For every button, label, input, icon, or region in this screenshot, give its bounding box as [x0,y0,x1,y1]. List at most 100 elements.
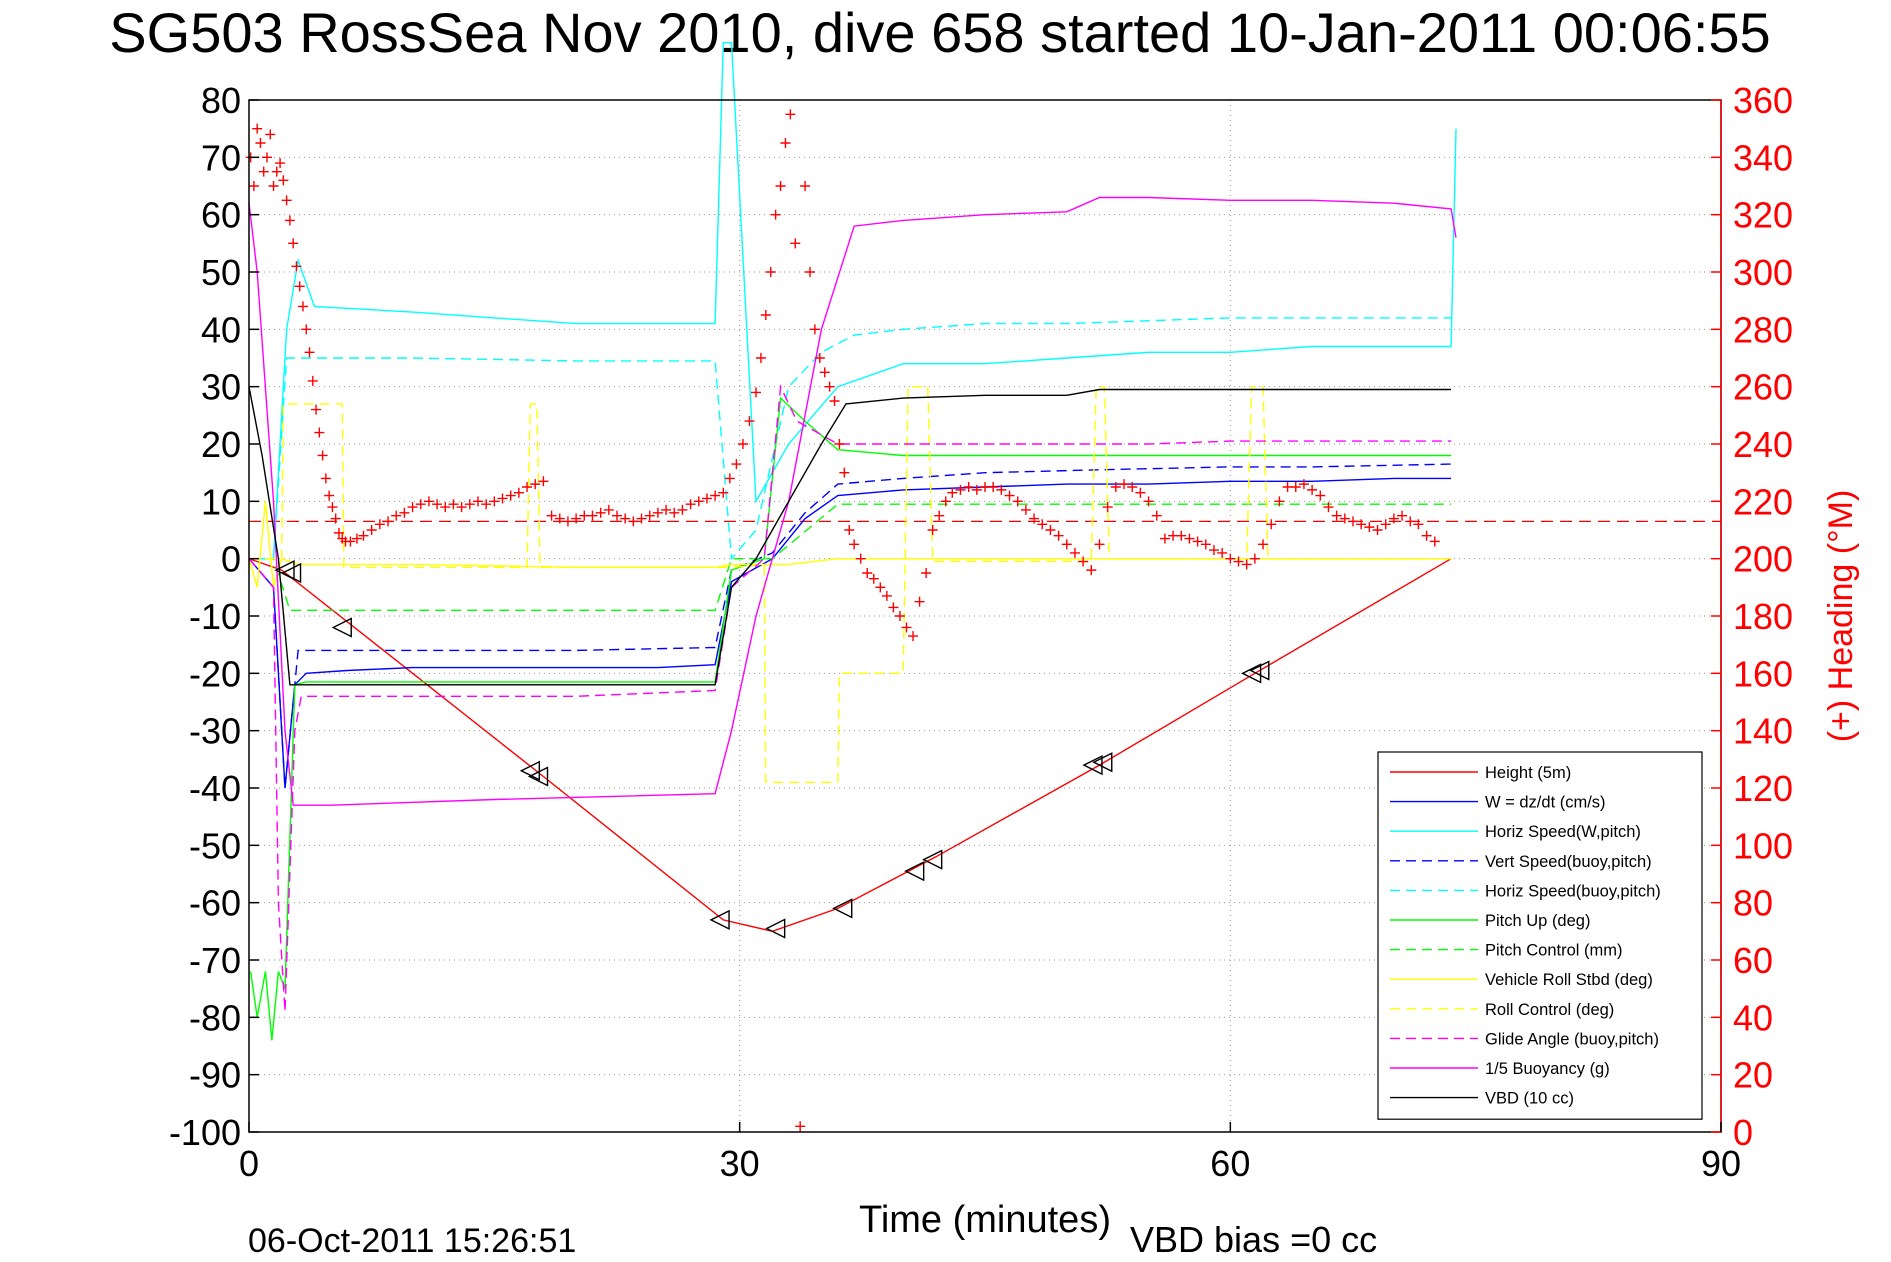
heading-point [1421,530,1432,541]
right-tick-label: 60 [1733,940,1773,981]
heading-point [399,507,410,518]
heading-point [1143,496,1154,507]
right-tick-label: 260 [1733,367,1793,408]
heading-point [603,504,614,515]
left-tick-label: -10 [189,596,241,637]
heading-point [1307,484,1318,495]
heading-point [304,347,315,358]
heading-point [366,525,377,535]
triangle-marker [765,918,786,939]
heading-point [1004,490,1015,501]
heading-point [829,396,840,406]
series-line-11 [248,386,1452,686]
x-tick-label: 0 [239,1143,259,1184]
heading-point [275,158,286,169]
series-line-3 [248,463,1452,789]
heading-point [1012,496,1023,507]
heading-markers-layer [246,109,1440,1132]
legend-box [1377,751,1703,1120]
heading-point [265,129,276,140]
right-tick-label: 80 [1733,883,1773,924]
heading-point [456,502,467,513]
heading-point [1323,502,1334,513]
heading-point [1159,533,1170,544]
heading-point [546,510,557,521]
heading-point [644,510,655,521]
heading-point [391,510,402,521]
triangle-marker [331,617,352,638]
heading-point [489,496,500,507]
triangle-marker [832,898,853,919]
heading-point [1192,536,1203,547]
heading-point [790,238,801,249]
x-axis-ticks: 0 30 60 90 [239,1122,1741,1184]
heading-point [963,482,974,492]
right-tick-label: 160 [1733,653,1793,694]
left-tick-label: 70 [201,137,241,178]
heading-point [669,507,680,518]
heading-point [1020,504,1031,515]
heading-point [1225,553,1236,564]
heading-point [571,513,582,524]
left-tick-label: -50 [189,825,241,866]
right-tick-label: 180 [1733,596,1793,637]
heading-point [497,493,508,504]
heading-point [278,175,289,186]
heading-point [955,484,966,495]
heading-point [271,166,282,177]
heading-point [407,502,418,513]
heading-point [1200,539,1211,550]
heading-point [595,507,606,518]
left-tick-label: 10 [201,481,241,522]
heading-point [301,324,312,335]
heading-point [1053,530,1064,541]
heading-point [307,375,318,386]
heading-point [481,499,492,510]
left-tick-label: -90 [189,1055,241,1096]
heading-point [744,416,755,427]
heading-point [383,516,394,527]
heading-point [562,516,573,527]
heading-point [775,181,786,191]
heading-point [921,568,932,578]
heading-point [661,504,672,515]
triangle-markers-layer [274,560,1270,939]
heading-point [1356,519,1367,530]
heading-point [849,539,860,550]
heading-point [718,487,729,498]
heading-point [330,513,341,524]
left-tick-label: -40 [189,768,241,809]
heading-point [1364,522,1375,533]
heading-point [281,195,292,206]
heading-point [1217,547,1228,558]
heading-point [1069,547,1080,558]
legend: Height (5m) W = dz/dt (cm/s) Horiz Speed(W… [1377,751,1703,1120]
x-axis-label: Time (minutes) [859,1199,1111,1241]
heading-point [1339,513,1350,524]
heading-point [1086,565,1097,576]
heading-point [1029,513,1040,524]
right-tick-label: 340 [1733,137,1793,178]
heading-point [538,476,549,487]
left-tick-label: 30 [201,367,241,408]
triangle-marker [519,760,541,781]
heading-point [1274,496,1285,507]
heading-point [1119,479,1130,490]
triangle-marker [1092,752,1113,773]
heading-point [284,215,295,226]
series-line-9 [248,384,1452,1012]
heading-point [288,238,299,249]
left-axis-ticks: 80 70 60 50 40 30 20 10 0 -10 -20 -30 -40 -50 -60 -70 -8… [169,80,259,1153]
legend-label: 1/5 Buoyancy (g) [1485,1060,1610,1078]
heading-point [268,181,279,191]
heading-point [1127,482,1138,492]
heading-point [612,510,622,521]
heading-point [252,123,263,134]
heading-point [432,499,443,510]
right-tick-label: 140 [1733,711,1793,752]
heading-point [1348,516,1358,527]
legend-label: Vert Speed(buoy,pitch) [1485,853,1652,871]
heading-point [1397,510,1408,521]
heading-point [1037,519,1048,530]
heading-point [724,473,735,484]
